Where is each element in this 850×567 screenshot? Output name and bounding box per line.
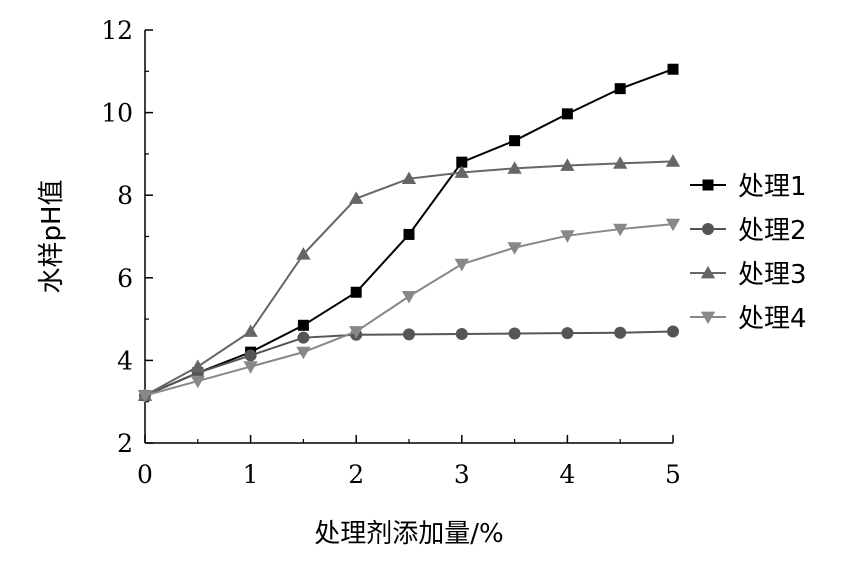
legend-item-3: 处理3	[690, 260, 807, 290]
data-point	[560, 158, 575, 171]
data-point	[509, 135, 521, 147]
data-point	[665, 154, 681, 167]
data-point	[297, 319, 309, 331]
data-point	[614, 83, 626, 95]
data-point	[667, 63, 679, 75]
chart-series	[137, 63, 681, 403]
x-tick-label: 3	[454, 460, 470, 489]
legend-label: 处理3	[738, 260, 807, 290]
legend-item-4: 处理4	[690, 304, 807, 334]
data-point	[455, 327, 468, 340]
y-tick-label: 12	[101, 16, 133, 45]
data-point	[702, 223, 714, 235]
y-tick-label: 6	[117, 264, 133, 293]
data-point	[243, 324, 258, 337]
x-tick-label: 0	[137, 460, 153, 489]
series-line	[144, 160, 674, 397]
series-3	[137, 154, 681, 401]
data-point	[296, 247, 311, 260]
data-point	[137, 390, 153, 403]
data-point	[403, 328, 415, 341]
data-point	[401, 291, 417, 304]
data-point	[702, 179, 714, 191]
data-point	[700, 311, 716, 325]
data-point	[243, 361, 258, 374]
series-line	[144, 223, 674, 397]
x-tick-label: 4	[559, 460, 575, 489]
data-point	[665, 218, 681, 232]
data-point	[561, 327, 574, 340]
x-tick-label: 2	[348, 460, 364, 489]
data-point	[296, 346, 311, 360]
data-point	[613, 223, 628, 237]
data-point	[403, 228, 415, 240]
series-1	[139, 63, 679, 402]
legend-item-2: 处理2	[690, 216, 807, 246]
y-tick-label: 4	[117, 346, 133, 375]
y-tick-label: 8	[117, 181, 133, 210]
data-point	[507, 242, 522, 255]
data-point	[561, 108, 573, 120]
data-point	[614, 326, 627, 339]
data-point	[349, 326, 364, 339]
data-point	[454, 165, 469, 178]
data-point	[508, 327, 521, 340]
data-point	[700, 265, 716, 279]
data-point	[667, 325, 679, 338]
series-line	[144, 330, 674, 397]
data-point	[401, 171, 417, 185]
data-point	[613, 156, 628, 169]
data-point	[190, 375, 205, 389]
data-point	[350, 286, 362, 298]
legend-item-1: 处理1	[690, 172, 807, 202]
legend-label: 处理1	[738, 172, 807, 202]
y-tick-label: 10	[101, 99, 133, 128]
x-tick-label: 5	[665, 460, 681, 489]
data-point	[507, 161, 522, 174]
y-tick-label: 2	[117, 429, 133, 458]
data-point	[244, 349, 257, 362]
data-point	[456, 156, 468, 168]
x-tick-label: 1	[243, 460, 259, 489]
legend-label: 处理2	[738, 216, 807, 246]
chart-legend: 处理1 处理2 处理3 处理4	[690, 172, 807, 334]
data-point	[560, 230, 575, 243]
data-point	[297, 331, 310, 344]
y-axis-title: 水样pH值	[37, 179, 67, 293]
data-point	[190, 359, 205, 372]
data-point	[454, 258, 469, 272]
legend-label: 处理4	[738, 304, 807, 334]
series-4	[137, 218, 681, 403]
data-point	[349, 191, 364, 204]
x-axis-title: 处理剂添加量/%	[314, 519, 503, 549]
